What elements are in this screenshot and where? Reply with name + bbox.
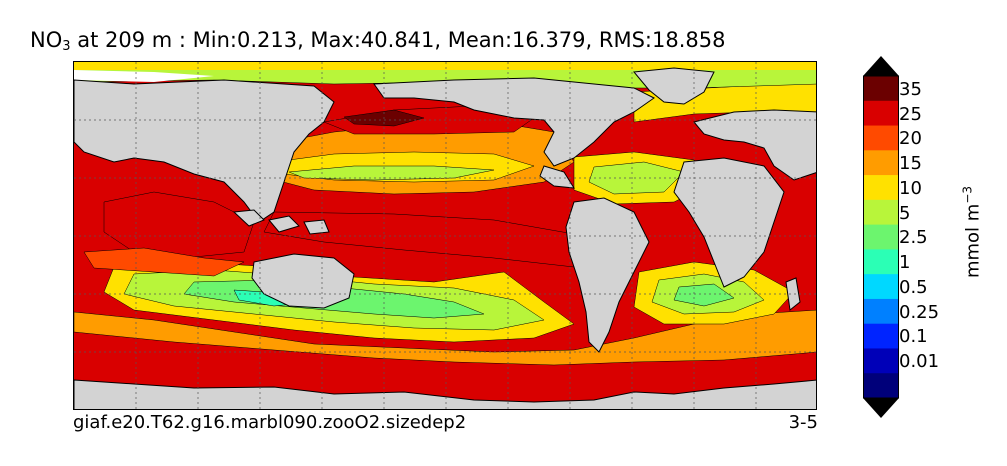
antarctica-land <box>74 379 816 409</box>
colorbar-tick-label: 35 <box>899 78 922 100</box>
colorbar-under-triangle <box>863 398 899 418</box>
colorbar-tick-label: 0.5 <box>899 276 928 298</box>
colorbar-segment <box>863 150 899 176</box>
plot-title: NO3 at 209 m : Min:0.213, Max:40.841, Me… <box>30 28 725 54</box>
period-label: 3-5 <box>788 412 818 433</box>
colorbar-tick-label: 15 <box>899 153 922 175</box>
colorbar-tick-label: 20 <box>899 128 922 150</box>
colorbar-segment <box>863 125 899 151</box>
colorbar-tick-label: 5 <box>899 202 911 224</box>
run-identifier: giaf.e20.T62.g16.marbl090.zooO2.sizedep2 <box>73 412 467 433</box>
colorbar-tick-label: 0.25 <box>899 301 940 323</box>
colorbar-segment <box>863 274 899 300</box>
title-subscript: 3 <box>62 39 71 54</box>
colorbar-tick-label: 25 <box>899 103 922 125</box>
colorbar-segment <box>863 373 899 399</box>
colorbar-tick-label: 10 <box>899 177 922 199</box>
colorbar-tick-label: 0.1 <box>899 326 928 348</box>
colorbar-segment <box>863 224 899 250</box>
colorbar-segment <box>863 348 899 374</box>
colorbar-tick-label: 0.01 <box>899 351 940 373</box>
colorbar-segment <box>863 298 899 325</box>
title-stats: at 209 m : Min:0.213, Max:40.841, Mean:1… <box>70 28 726 52</box>
colorbar-units-label: mmol m−3 <box>961 186 984 278</box>
colorbar-over-triangle <box>863 56 899 76</box>
colorbar-tick-label: 1 <box>899 252 911 274</box>
colorbar-segment <box>863 100 899 127</box>
world-map <box>73 61 817 410</box>
colorbar-segment <box>863 249 899 275</box>
colorbar-segment <box>863 76 899 102</box>
colorbar-segment <box>863 175 899 201</box>
map-canvas <box>74 62 816 409</box>
colorbar-tick-label: 2.5 <box>899 227 928 249</box>
units-base: mmol m <box>962 203 984 279</box>
units-exponent: −3 <box>960 185 975 204</box>
colorbar <box>863 56 899 418</box>
title-species: NO <box>30 28 63 52</box>
colorbar-segment <box>863 323 899 349</box>
colorbar-segment <box>863 199 899 226</box>
